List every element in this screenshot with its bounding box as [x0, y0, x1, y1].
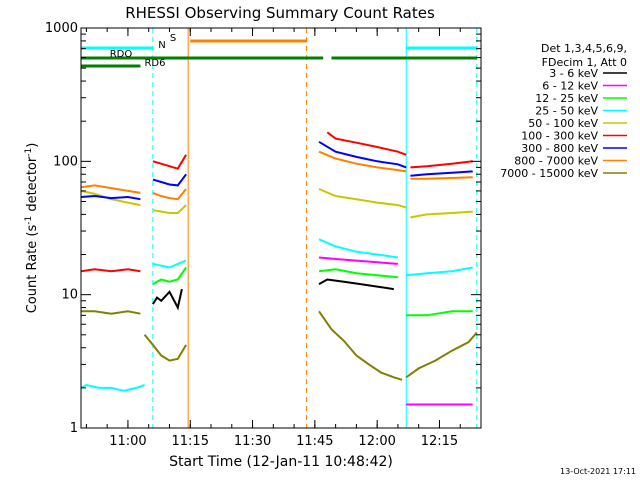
series-line-8-seg-3	[405, 331, 478, 379]
legend-label-8: 7000 - 15000 keV	[500, 167, 598, 180]
y-tick-label-1: 10	[61, 288, 78, 303]
flag-label-rd6: RD6	[144, 58, 165, 69]
series-line-5-seg-0	[80, 268, 141, 273]
x-tick-label-1: 11:15	[172, 434, 209, 449]
legend-header-line-2: FDecim 1, Att 0	[542, 56, 627, 69]
series-line-3-seg-3	[406, 266, 473, 277]
series-line-8-seg-2	[318, 310, 403, 381]
series-line-7-seg-1	[152, 188, 187, 201]
series-line-3-seg-2	[318, 238, 399, 259]
legend-label-4: 50 - 100 keV	[528, 117, 598, 130]
series-line-7-seg-2	[318, 150, 407, 173]
y-tick-label-0: 1	[70, 421, 78, 436]
x-tick-label-0: 11:00	[109, 434, 146, 449]
x-tick-label-4: 12:00	[358, 434, 395, 449]
series-line-5-seg-1	[152, 154, 187, 170]
x-axis-label: Start Time (12-Jan-11 10:48:42)	[169, 454, 393, 470]
series-line-0-seg-0	[152, 288, 183, 311]
y-tick-label-2: 100	[53, 154, 78, 169]
series-line-4-seg-2	[318, 188, 407, 209]
y-axis-label-mid: detector	[25, 156, 40, 216]
series-line-6-seg-2	[318, 140, 407, 169]
y-axis-label-main: Count Rate (s	[25, 225, 40, 314]
series-line-7-seg-3	[410, 176, 473, 180]
legend-label-3: 25 - 50 keV	[535, 105, 598, 118]
series-line-2-seg-2	[406, 310, 473, 317]
series-line-3-seg-1	[152, 259, 187, 269]
legend-label-2: 12 - 25 keV	[535, 92, 598, 105]
series-line-2-seg-1	[318, 268, 399, 279]
series-line-6-seg-3	[410, 170, 473, 177]
y-tick-label-3: 1000	[45, 21, 78, 36]
legend-label-0: 3 - 6 keV	[549, 67, 598, 80]
chart-title: RHESSI Observing Summary Count Rates	[125, 4, 435, 22]
x-tick-label-3: 11:45	[296, 434, 333, 449]
series-line-5-seg-2	[326, 131, 407, 156]
plot-area: RDO RD6 NS	[80, 28, 478, 428]
flag-label-rdo: RDO	[110, 49, 133, 60]
series-line-8-seg-0	[81, 310, 141, 315]
plot-frame	[80, 27, 482, 429]
y-axis-label-sup-1: -1	[24, 216, 34, 225]
legend-label-7: 800 - 7000 keV	[514, 155, 598, 168]
y-axis-label-end: )	[25, 143, 40, 148]
series-line-2-seg-0	[152, 266, 187, 285]
series-line-4-seg-0	[80, 189, 141, 207]
series-line-7-seg-0	[80, 184, 141, 194]
legend-header-line-1: Det 1,3,4,5,6,9,	[541, 42, 627, 55]
x-tick-label-5: 12:15	[421, 434, 458, 449]
legend-header: Det 1,3,4,5,6,9, FDecim 1, Att 0	[541, 42, 627, 69]
series-line-0-seg-1	[318, 278, 394, 291]
series-line-6-seg-1	[152, 173, 187, 187]
flag-label-n: N	[158, 40, 165, 51]
series-line-3-seg-0	[80, 383, 145, 392]
flag-label-s: S	[170, 33, 176, 44]
x-tick-label-2: 11:30	[234, 434, 271, 449]
series-line-1-seg-0	[318, 256, 398, 265]
series-line-4-seg-1	[152, 204, 187, 214]
series-line-8-seg-1	[143, 334, 187, 362]
y-axis: 1 10 100 1000	[45, 21, 481, 436]
y-axis-label: Count Rate (s-1 detector-1)	[24, 143, 40, 314]
y-axis-label-sup-2: -1	[24, 148, 34, 157]
legend-label-5: 100 - 300 keV	[521, 130, 598, 143]
legend-label-6: 300 - 800 keV	[521, 142, 598, 155]
footer-date: 13-Oct-2021 17:11	[560, 467, 636, 476]
series-line-4-seg-3	[410, 210, 473, 219]
series-line-5-seg-3	[410, 160, 473, 169]
x-axis: 11:00 11:15 11:30 11:45 12:00 12:15	[85, 28, 482, 449]
series-line-6-seg-0	[80, 194, 141, 201]
legend-label-1: 6 - 12 keV	[542, 80, 598, 93]
